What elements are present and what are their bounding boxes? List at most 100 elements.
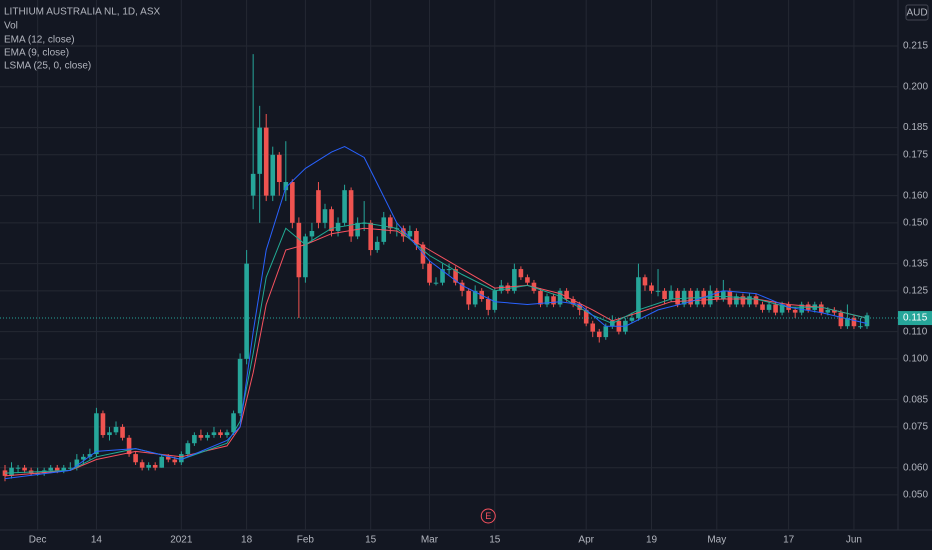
candle-body xyxy=(747,296,752,305)
x-tick-label: Jun xyxy=(846,535,862,546)
x-tick-label: Apr xyxy=(578,535,594,546)
y-tick-label: 0.160 xyxy=(903,190,928,201)
x-tick-label: 14 xyxy=(91,535,103,546)
candle-body xyxy=(94,413,99,455)
candle-body xyxy=(707,290,713,305)
candle-body xyxy=(316,190,321,223)
candle-body xyxy=(818,304,824,313)
candle-body xyxy=(283,182,289,191)
y-tick-label: 0.215 xyxy=(903,41,928,52)
earnings-marker xyxy=(480,508,496,524)
y-tick-label: 0.135 xyxy=(903,258,928,269)
candle-body xyxy=(538,290,543,305)
candle-body xyxy=(681,290,687,305)
y-tick-label: 0.110 xyxy=(903,326,928,337)
candle-body xyxy=(218,432,223,436)
y-tick-label: 0.185 xyxy=(903,122,928,133)
x-tick-label: 17 xyxy=(783,535,795,546)
candle-body xyxy=(165,456,171,460)
legend-entry: LSMA (25, 0, close) xyxy=(4,61,91,72)
candle-body xyxy=(636,277,641,319)
candle-body xyxy=(714,290,720,300)
candle-body xyxy=(15,467,21,469)
y-tick-label: 0.150 xyxy=(903,217,928,228)
candle-body xyxy=(244,263,249,359)
candle-body xyxy=(205,435,210,438)
candle-body xyxy=(590,323,596,332)
candle-body xyxy=(87,454,93,457)
candle-body xyxy=(368,222,373,251)
candle-body xyxy=(675,290,680,305)
currency-box xyxy=(905,4,929,21)
candle-body xyxy=(472,290,478,305)
candle-body xyxy=(159,456,165,468)
candle-body xyxy=(374,241,380,251)
candle-body xyxy=(179,454,184,463)
y-tick-label: 0.050 xyxy=(903,490,928,501)
y-tick-label: 0.125 xyxy=(903,285,928,296)
candle-body xyxy=(466,290,471,305)
candle-body xyxy=(721,290,726,300)
candle-body xyxy=(231,413,236,433)
candle-body xyxy=(596,331,602,338)
candle-body xyxy=(407,230,413,237)
candle-body xyxy=(198,435,204,438)
candle-body xyxy=(766,304,772,310)
candle-body xyxy=(583,309,589,324)
candle-body xyxy=(113,426,119,433)
candle-body xyxy=(74,459,80,468)
candle-body xyxy=(485,299,491,310)
candle-body xyxy=(54,467,60,471)
candle-body xyxy=(420,244,426,264)
candle-body xyxy=(296,222,302,278)
candle-body xyxy=(629,318,635,321)
y-tick-label: 0.085 xyxy=(903,394,928,405)
y-tick-label: 0.175 xyxy=(903,149,928,160)
candle-body xyxy=(512,269,517,291)
x-tick-label: 18 xyxy=(241,535,253,546)
candle-body xyxy=(185,443,191,455)
candle-body xyxy=(655,290,661,292)
candle-body xyxy=(250,173,256,196)
candle-body xyxy=(322,209,328,223)
candle-body xyxy=(446,269,452,271)
candle-body xyxy=(459,282,465,291)
x-tick-label: Mar xyxy=(421,535,439,546)
candle-body xyxy=(779,304,785,313)
x-tick-label: 15 xyxy=(365,535,377,546)
candle-body xyxy=(825,309,831,313)
volume-label: Vol xyxy=(4,21,18,32)
candle-body xyxy=(172,459,178,463)
indicator-line xyxy=(4,146,868,480)
candle-body xyxy=(727,290,733,305)
candle-body xyxy=(81,456,86,460)
candle-body xyxy=(192,435,197,444)
candle-body xyxy=(427,263,432,283)
candle-body xyxy=(851,318,857,327)
candle-body xyxy=(211,432,217,436)
candle-body xyxy=(518,269,524,278)
y-tick-label: 0.200 xyxy=(903,81,928,92)
legend-entry: EMA (9, close) xyxy=(4,48,69,59)
candle-body xyxy=(505,285,511,291)
x-tick-label: 19 xyxy=(646,535,658,546)
candle-body xyxy=(263,127,269,196)
candle-body xyxy=(387,217,393,229)
candle-body xyxy=(257,127,262,174)
candle-body xyxy=(401,228,406,237)
candle-body xyxy=(551,296,556,305)
candle-body xyxy=(792,309,798,313)
candle-body xyxy=(564,290,569,300)
candle-body xyxy=(270,154,276,196)
candle-body xyxy=(858,326,863,328)
candle-body xyxy=(224,432,230,436)
candle-body xyxy=(760,304,765,310)
candle-body xyxy=(126,437,132,455)
last-price-label: 0.115 xyxy=(903,313,928,324)
candle-body xyxy=(603,326,609,338)
candle-body xyxy=(525,277,530,283)
candle-body xyxy=(290,182,295,223)
x-tick-label: 2021 xyxy=(170,535,193,546)
